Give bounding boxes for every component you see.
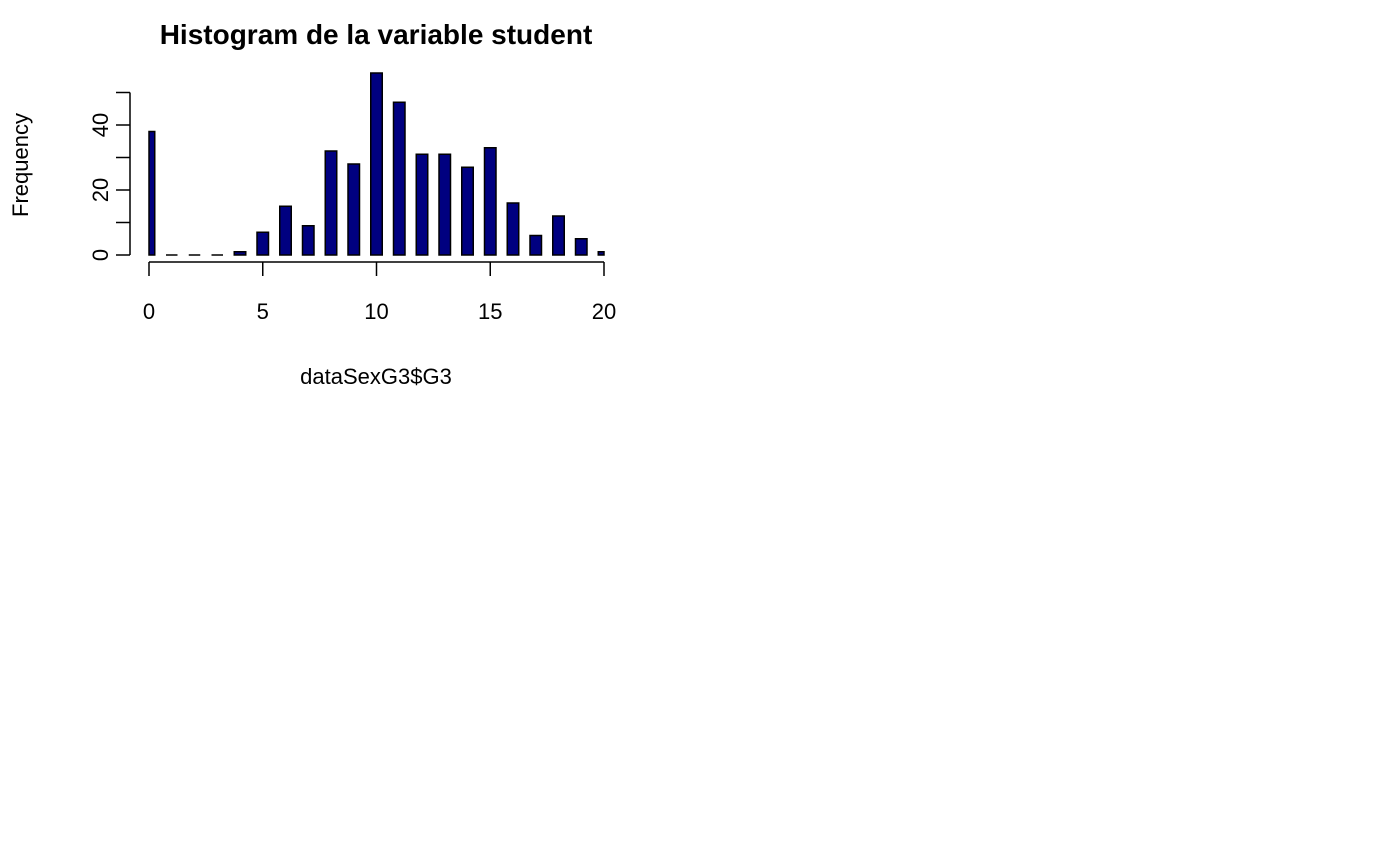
histogram-bar xyxy=(301,225,315,256)
histogram-bar xyxy=(256,231,270,256)
histogram-bar xyxy=(506,202,520,256)
x-tick-label: 5 xyxy=(257,299,269,324)
histogram-bar xyxy=(392,101,406,256)
histogram-bar xyxy=(324,150,338,256)
histogram-bar xyxy=(370,72,383,256)
histogram-bar xyxy=(597,251,605,256)
histogram-bar xyxy=(574,238,588,256)
y-tick-label: 40 xyxy=(88,113,113,137)
bars-group xyxy=(148,72,605,256)
x-tick-label: 20 xyxy=(592,299,616,324)
histogram-bar xyxy=(233,251,247,256)
x-tick-label: 0 xyxy=(143,299,155,324)
histogram-bar xyxy=(415,153,429,256)
x-tick-label: 10 xyxy=(364,299,388,324)
y-tick-label: 20 xyxy=(88,178,113,202)
histogram-bar xyxy=(148,130,156,256)
x-axis-label: dataSexG3$G3 xyxy=(300,364,452,389)
histogram-bar xyxy=(279,205,292,256)
histogram-bar xyxy=(483,147,497,256)
x-axis: 0 5 10 15 20 xyxy=(143,261,616,324)
y-axis-label: Frequency xyxy=(8,113,33,217)
histogram-bar xyxy=(552,215,565,256)
y-axis: 0 20 40 xyxy=(88,91,131,261)
histogram-bar xyxy=(529,234,543,256)
chart-title: Histogram de la variable student xyxy=(160,19,593,50)
histogram-bar xyxy=(438,153,452,256)
histogram-bar xyxy=(347,163,361,256)
x-tick-label: 15 xyxy=(478,299,502,324)
y-tick-label: 0 xyxy=(88,249,113,261)
histogram-bar xyxy=(461,166,474,256)
